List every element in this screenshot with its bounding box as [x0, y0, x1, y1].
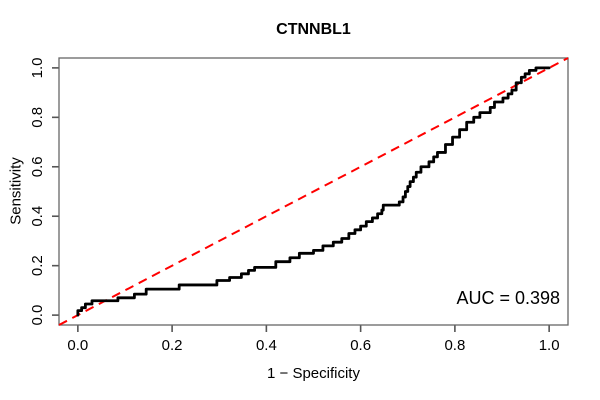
y-tick-label: 0.8 — [29, 107, 46, 128]
x-tick-label: 0.6 — [350, 337, 371, 354]
y-tick-label: 0.2 — [29, 255, 46, 276]
chart-title: CTNNBL1 — [276, 21, 351, 38]
y-tick-label: 0.4 — [29, 206, 46, 227]
x-axis-label: 1 − Specificity — [267, 365, 360, 382]
y-tick-label: 0.6 — [29, 156, 46, 177]
y-axis-label: Sensitivity — [7, 157, 25, 225]
x-tick-label: 0.8 — [444, 337, 465, 354]
x-tick-label: 1.0 — [539, 337, 560, 354]
y-tick-label: 1.0 — [29, 57, 46, 78]
y-tick-label: 0.0 — [29, 305, 46, 326]
chance-diagonal-line — [58, 57, 569, 326]
auc-annotation: AUC = 0.398 — [456, 288, 560, 308]
x-tick-label: 0.4 — [256, 337, 277, 354]
plot-box — [58, 57, 569, 326]
x-tick-label: 0.0 — [67, 337, 88, 354]
roc-curve-path — [76, 66, 551, 317]
x-tick-label: 0.2 — [162, 337, 183, 354]
